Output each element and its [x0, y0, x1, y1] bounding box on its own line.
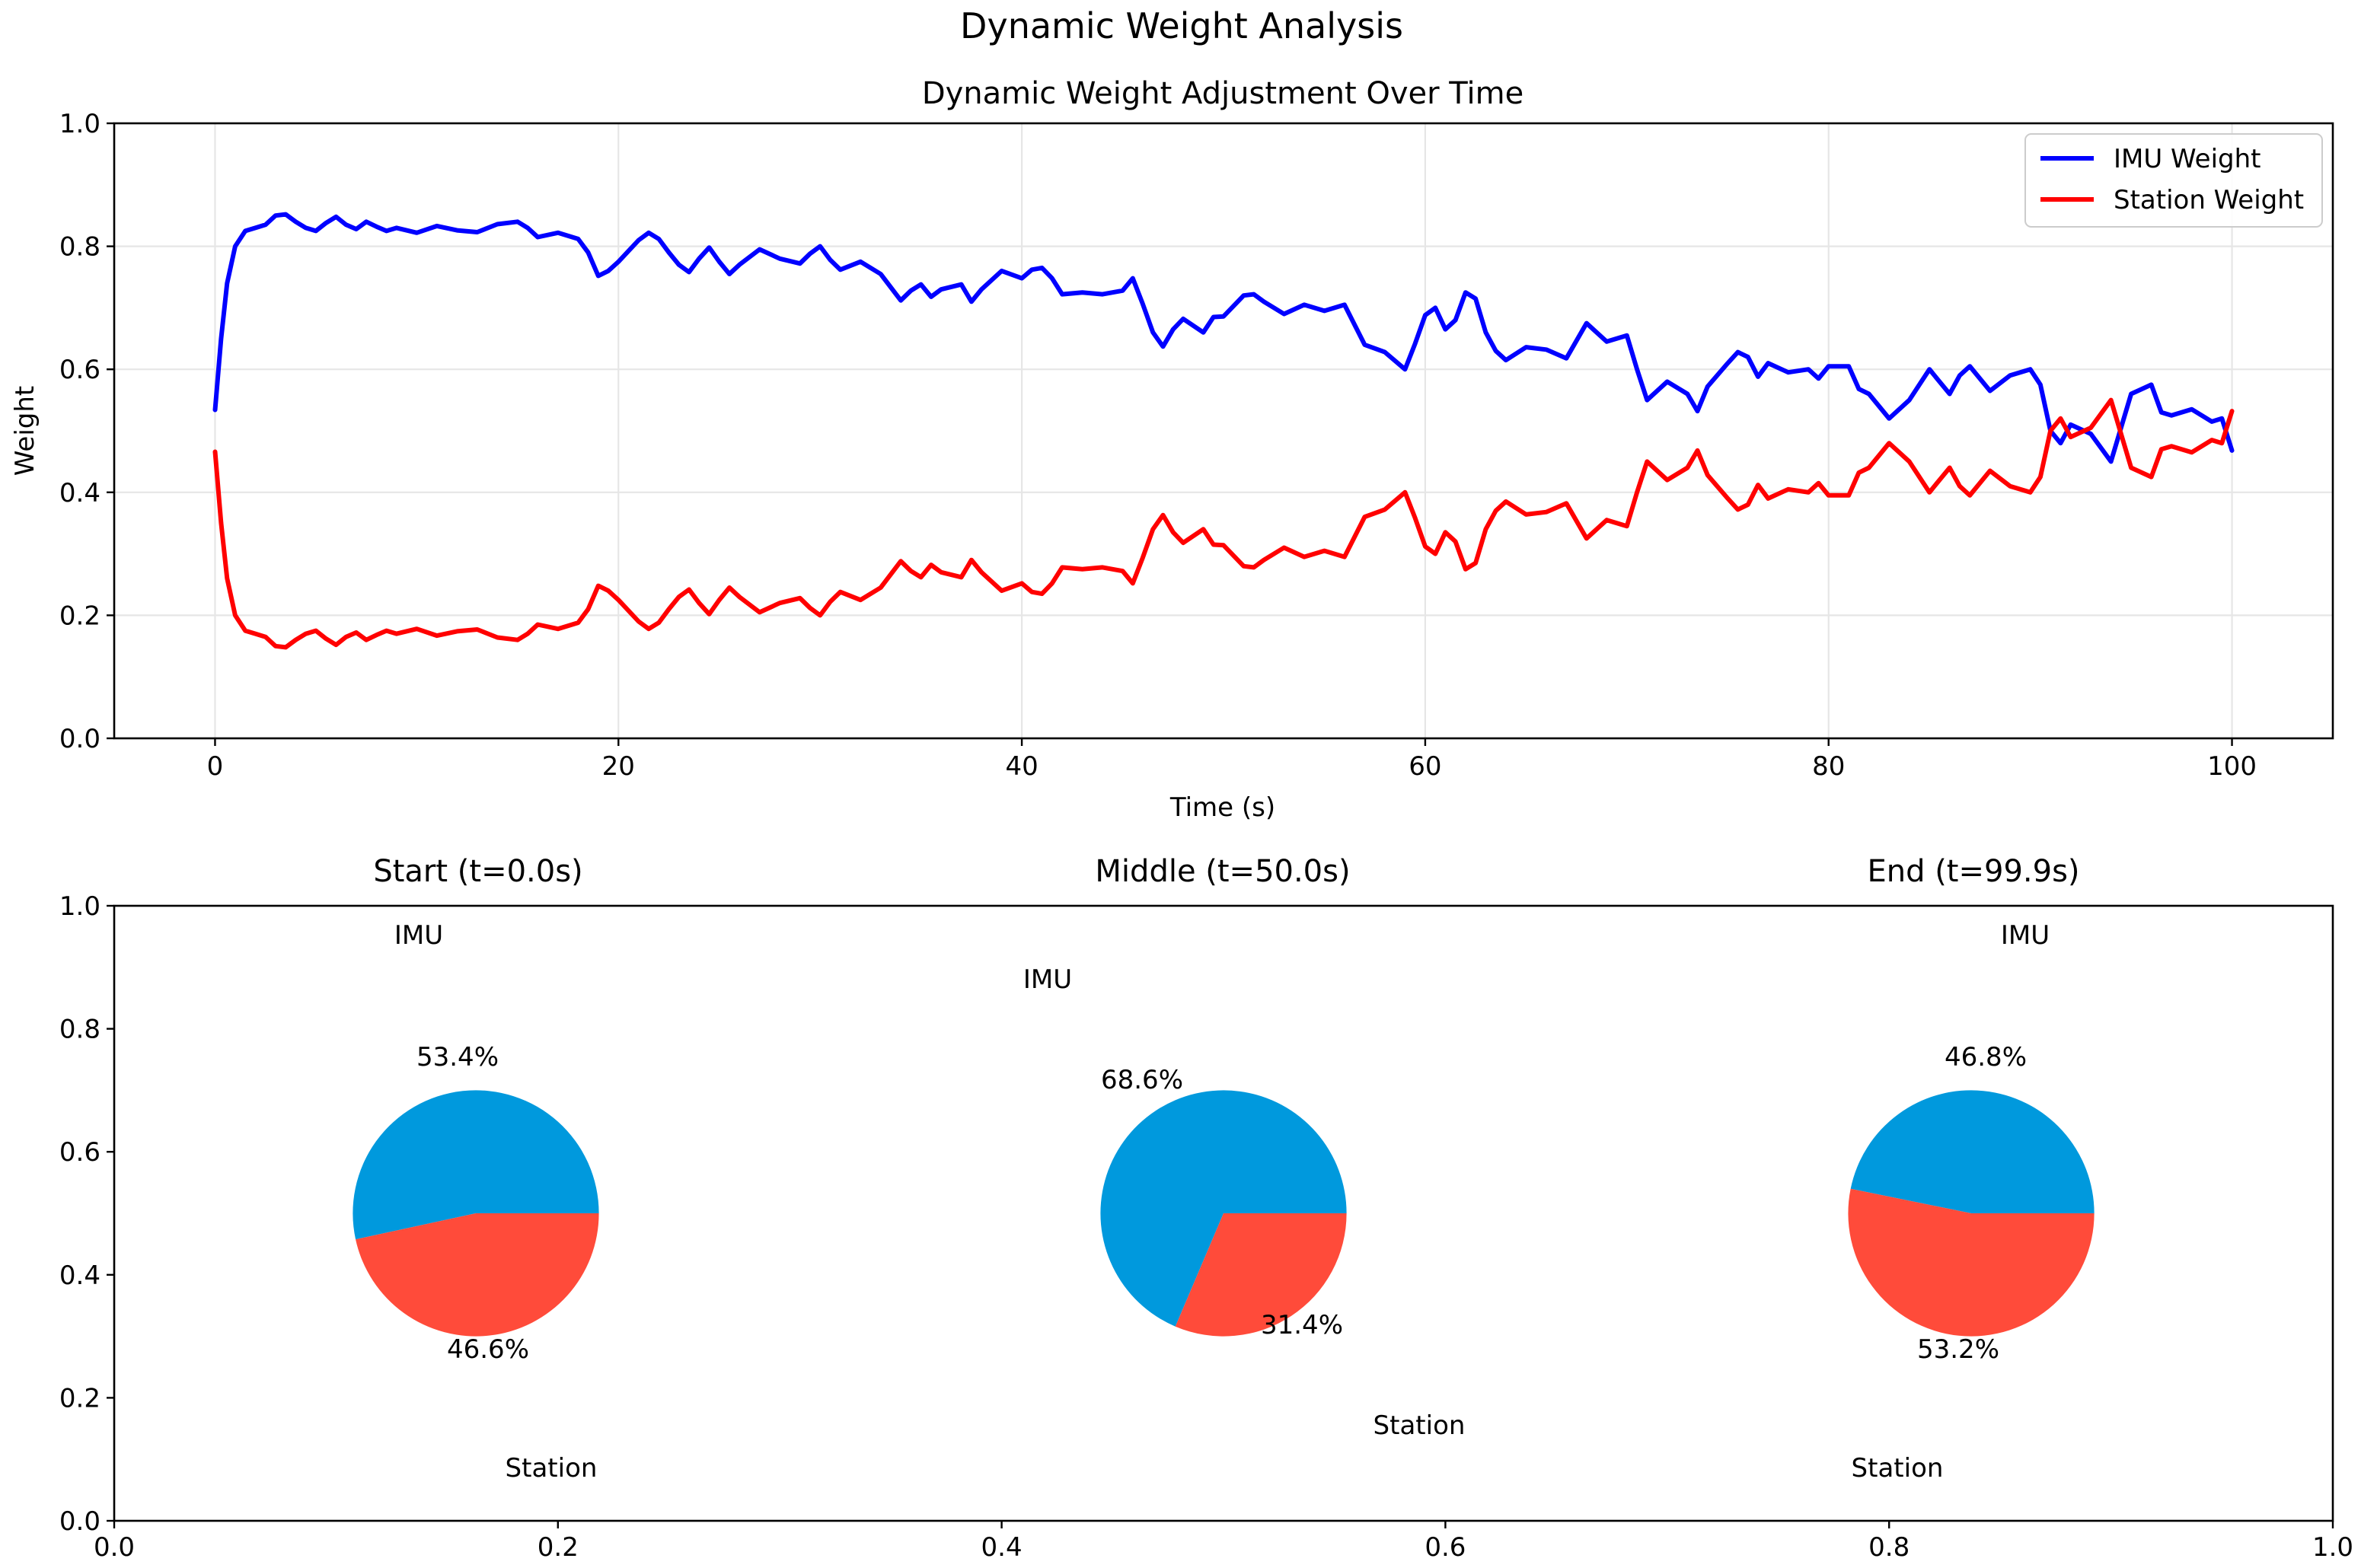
pie-start-pct-station: 46.6% [447, 1334, 529, 1365]
pie-middle-label-imu: IMU [1023, 964, 1072, 995]
x-tick-label: 100 [2207, 751, 2257, 782]
x-tick-label: 0 [207, 751, 224, 782]
line-chart-x-ticks: 0 20 40 60 80 100 [207, 738, 2257, 782]
pie-panel-frame [113, 904, 2334, 1522]
pie-end-title: End (t=99.9s) [1867, 854, 2079, 889]
x-tick-label: 0.2 [538, 1532, 579, 1563]
pie-end-wedge-imu [1850, 1090, 2095, 1213]
line-chart-title: Dynamic Weight Adjustment Over Time [922, 76, 1523, 111]
pie-end-pct-imu: 46.8% [1945, 1042, 2027, 1072]
line-chart-y-label: Weight [10, 386, 40, 476]
pie-middle-pct-station: 31.4% [1261, 1310, 1343, 1340]
y-tick-label: 0.6 [59, 1137, 101, 1168]
station-weight-line [212, 397, 2235, 650]
pie-panel-y-ticks: 0.0 0.2 0.4 0.6 0.8 1.0 [59, 891, 114, 1537]
pie-end-pct-station: 53.2% [1917, 1334, 1999, 1365]
pie-middle-wedge-station [1175, 1213, 1347, 1337]
pie-panel-x-ticks: 0.0 0.2 0.4 0.6 0.8 1.0 [94, 1521, 2353, 1563]
legend-label-imu: IMU Weight [2114, 144, 2261, 174]
x-tick-label: 0.8 [1868, 1532, 1910, 1563]
pie-start-pct-imu: 53.4% [416, 1042, 499, 1072]
pie-end-label-station: Station [1852, 1453, 1944, 1484]
y-tick-label: 1.0 [59, 109, 101, 139]
y-tick-label: 1.0 [59, 891, 101, 922]
pie-middle-pct-imu: 68.6% [1101, 1065, 1183, 1095]
y-tick-label: 0.0 [59, 724, 101, 754]
pie-start-label-imu: IMU [394, 920, 443, 951]
x-tick-label: 0.4 [981, 1532, 1023, 1563]
pie-start-label-station: Station [506, 1453, 598, 1484]
pie-start-wedge-imu [353, 1090, 599, 1240]
x-tick-label: 20 [602, 751, 635, 782]
x-tick-label: 40 [1005, 751, 1038, 782]
y-tick-label: 0.6 [59, 355, 101, 385]
legend-box [2024, 133, 2323, 228]
pie-start-title: Start (t=0.0s) [373, 854, 582, 889]
y-tick-label: 0.4 [59, 1260, 101, 1291]
y-tick-label: 0.2 [59, 1383, 101, 1413]
x-tick-label: 80 [1812, 751, 1845, 782]
imu-weight-line [212, 212, 2235, 464]
pie-middle-wedge-imu [1100, 1090, 1347, 1327]
pie-start-wedge-station [356, 1213, 599, 1337]
pie-end-wedge-station [1848, 1188, 2095, 1337]
line-chart-y-ticks: 0.0 0.2 0.4 0.6 0.8 1.0 [59, 109, 114, 754]
y-tick-label: 0.2 [59, 601, 101, 631]
legend: IMU Weight Station Weight [2024, 133, 2323, 228]
x-tick-label: 1.0 [2312, 1532, 2353, 1563]
pie-wedges [353, 1090, 2095, 1337]
y-tick-label: 0.4 [59, 478, 101, 508]
line-chart-frame [113, 122, 2334, 740]
pie-middle-title: Middle (t=50.0s) [1095, 854, 1350, 889]
figure-title: Dynamic Weight Analysis [960, 5, 1403, 46]
y-tick-label: 0.8 [59, 1015, 101, 1045]
legend-label-station: Station Weight [2114, 185, 2304, 215]
pie-middle-label-station: Station [1374, 1410, 1466, 1441]
y-tick-label: 0.0 [59, 1506, 101, 1537]
line-chart-x-label: Time (s) [1169, 792, 1275, 823]
x-tick-label: 60 [1409, 751, 1441, 782]
pie-panel: 0.0 0.2 0.4 0.6 0.8 1.0 0.0 0.2 0.4 0.6 0.8 1.0 St… [59, 854, 2353, 1563]
pie-end-label-imu: IMU [2001, 920, 2050, 951]
line-chart: Dynamic Weight Adjustment Over Time 0 20 4… [10, 76, 2334, 823]
line-chart-series [212, 212, 2235, 650]
x-tick-label: 0.6 [1425, 1532, 1466, 1563]
y-tick-label: 0.8 [59, 232, 101, 263]
x-tick-label: 0.0 [94, 1532, 135, 1563]
